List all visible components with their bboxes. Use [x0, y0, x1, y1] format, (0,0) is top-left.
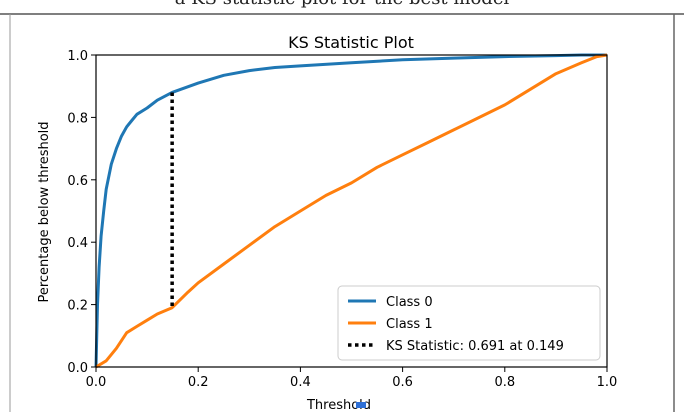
x-axis-label: Threshold	[306, 398, 371, 412]
x-tick-label: 0.6	[392, 375, 413, 390]
x-tick-label: 0.0	[86, 375, 107, 390]
cursor-artifact	[356, 402, 366, 408]
y-tick-label: 0.0	[67, 361, 88, 376]
legend-box	[337, 285, 601, 361]
y-tick-label: 0.8	[67, 111, 88, 126]
legend-label-ks-statistic: KS Statistic: 0.691 at 0.149	[386, 339, 564, 354]
series-line-class-0	[94, 53, 607, 368]
cropped-caption: a KS statistic plot for the best model	[175, 0, 510, 9]
y-tick-label: 0.4	[67, 236, 88, 251]
series-layer	[94, 53, 608, 369]
y-tick-label: 1.0	[67, 49, 88, 64]
y-tick-label: 0.2	[67, 299, 88, 314]
axes-layer: 0.0 0.2 0.4 0.6 0.8 1.0 0.0 0.2 0.4 0.6 0.8 1.0	[67, 49, 617, 390]
x-tick-label: 1.0	[597, 375, 618, 390]
series-line-class-1	[95, 53, 608, 369]
chart-title: KS Statistic Plot	[288, 33, 414, 52]
x-tick-label: 0.4	[290, 375, 311, 390]
y-axis-label: Percentage below threshold	[37, 121, 52, 302]
x-tick-label: 0.8	[494, 375, 515, 390]
legend-label-class-0: Class 0	[386, 295, 433, 310]
y-tick-label: 0.6	[67, 174, 88, 189]
axes-frame	[95, 54, 608, 368]
legend: Class 0 Class 1 KS Statistic: 0.691 at 0.1…	[337, 285, 601, 361]
legend-label-class-1: Class 1	[386, 317, 433, 332]
x-tick-label: 0.2	[188, 375, 209, 390]
